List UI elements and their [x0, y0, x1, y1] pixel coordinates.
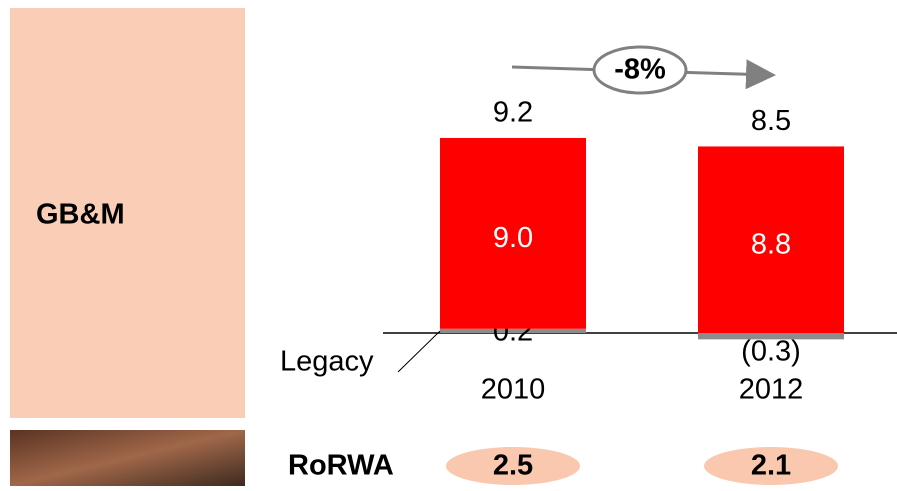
legacy-label: (0.3): [741, 336, 801, 368]
chart: GB&M -8% 0.29.09.220102.5(0.3)8.88.52012…: [0, 0, 897, 486]
value-label: 8.8: [751, 228, 791, 260]
total-label: 8.5: [751, 105, 791, 137]
total-label: 9.2: [493, 97, 533, 129]
rorwa-value: 2.5: [493, 450, 533, 482]
photo: [10, 430, 245, 486]
x-tick-label: 2012: [739, 374, 804, 406]
page: {"chart_data": {"type": "bar", "panel_la…: [0, 0, 897, 486]
panel-label: GB&M: [36, 199, 125, 231]
legend-leader: [398, 331, 440, 372]
legend-label: Legacy: [280, 346, 374, 378]
value-label: 9.0: [493, 222, 533, 254]
x-tick-label: 2010: [481, 374, 546, 406]
rorwa-label: RoRWA: [288, 450, 394, 482]
change-label: -8%: [614, 54, 666, 86]
rorwa-value: 2.1: [751, 450, 791, 482]
